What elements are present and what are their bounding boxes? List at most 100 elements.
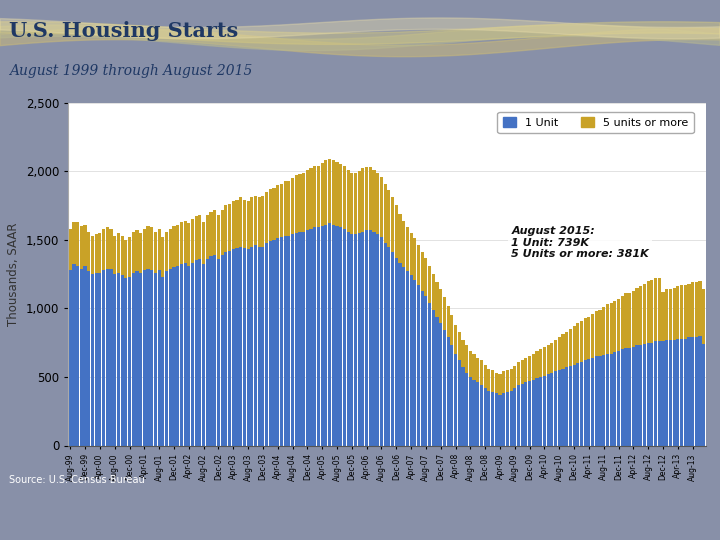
Bar — [194, 217, 198, 260]
Bar — [436, 316, 438, 446]
Bar — [528, 381, 531, 445]
Bar — [198, 259, 202, 446]
Bar — [361, 168, 364, 232]
Bar — [194, 260, 198, 445]
Bar — [539, 377, 542, 445]
Bar — [684, 285, 687, 339]
Bar — [206, 259, 209, 446]
Bar — [680, 285, 683, 339]
Bar — [294, 233, 298, 446]
Bar — [109, 229, 112, 268]
Bar — [495, 393, 498, 446]
Bar — [417, 285, 420, 446]
Bar — [291, 234, 294, 446]
Bar — [306, 230, 309, 446]
Bar — [513, 388, 516, 445]
Bar — [691, 337, 694, 445]
Bar — [691, 282, 694, 337]
Bar — [398, 214, 402, 263]
Bar — [639, 346, 642, 446]
Bar — [695, 282, 698, 337]
Bar — [572, 364, 576, 445]
Bar — [465, 346, 468, 373]
Bar — [235, 200, 238, 248]
Bar — [258, 197, 261, 247]
Bar — [120, 275, 124, 445]
Bar — [265, 192, 268, 242]
Bar — [384, 242, 387, 446]
Bar — [572, 326, 576, 364]
Bar — [239, 247, 242, 446]
Bar — [220, 210, 224, 255]
Bar — [172, 267, 176, 446]
Bar — [350, 234, 354, 446]
Bar — [436, 282, 438, 316]
Bar — [132, 273, 135, 446]
Bar — [591, 357, 594, 446]
Bar — [287, 235, 290, 446]
Bar — [565, 332, 568, 367]
Bar — [602, 307, 606, 355]
Bar — [251, 197, 253, 247]
Bar — [613, 352, 616, 446]
Bar — [84, 225, 86, 266]
Legend: 1 Unit, 5 units or more: 1 Unit, 5 units or more — [498, 112, 693, 133]
Bar — [443, 330, 446, 446]
Bar — [150, 227, 153, 270]
Bar — [187, 266, 190, 446]
Bar — [269, 189, 272, 241]
Bar — [336, 161, 338, 226]
Bar — [480, 361, 483, 385]
Bar — [657, 278, 661, 341]
Bar — [224, 252, 228, 446]
Bar — [506, 392, 509, 445]
Bar — [546, 374, 550, 446]
Bar — [354, 173, 357, 234]
Bar — [398, 263, 402, 446]
Bar — [128, 277, 131, 445]
Bar — [698, 336, 701, 446]
Bar — [346, 232, 350, 446]
Bar — [688, 337, 690, 445]
Bar — [454, 325, 457, 354]
Bar — [424, 296, 428, 446]
Bar — [631, 291, 635, 347]
Bar — [165, 271, 168, 446]
Bar — [657, 341, 661, 446]
Bar — [402, 267, 405, 446]
Bar — [631, 347, 635, 446]
Bar — [647, 342, 649, 446]
Bar — [591, 314, 594, 357]
Bar — [135, 230, 138, 271]
Bar — [628, 348, 631, 446]
Bar — [343, 166, 346, 229]
Bar — [510, 369, 513, 390]
Bar — [158, 270, 161, 446]
Bar — [284, 235, 287, 446]
Bar — [588, 316, 590, 359]
Bar — [395, 205, 398, 258]
Bar — [450, 315, 454, 346]
Bar — [521, 361, 523, 384]
Text: Source: U.S. Census Bureau: Source: U.S. Census Bureau — [9, 475, 145, 485]
Bar — [106, 268, 109, 446]
Bar — [469, 377, 472, 445]
Bar — [487, 390, 490, 445]
Bar — [302, 232, 305, 446]
Bar — [480, 385, 483, 446]
Bar — [472, 354, 476, 380]
Bar — [506, 370, 509, 392]
Bar — [650, 280, 654, 342]
Bar — [472, 380, 476, 446]
Bar — [695, 337, 698, 445]
Bar — [224, 205, 228, 252]
Bar — [424, 258, 428, 296]
Bar — [73, 265, 76, 446]
Bar — [320, 226, 324, 446]
Bar — [87, 271, 90, 446]
Bar — [346, 170, 350, 232]
Bar — [643, 284, 646, 344]
Bar — [336, 226, 338, 446]
Bar — [484, 364, 487, 388]
Bar — [232, 201, 235, 249]
